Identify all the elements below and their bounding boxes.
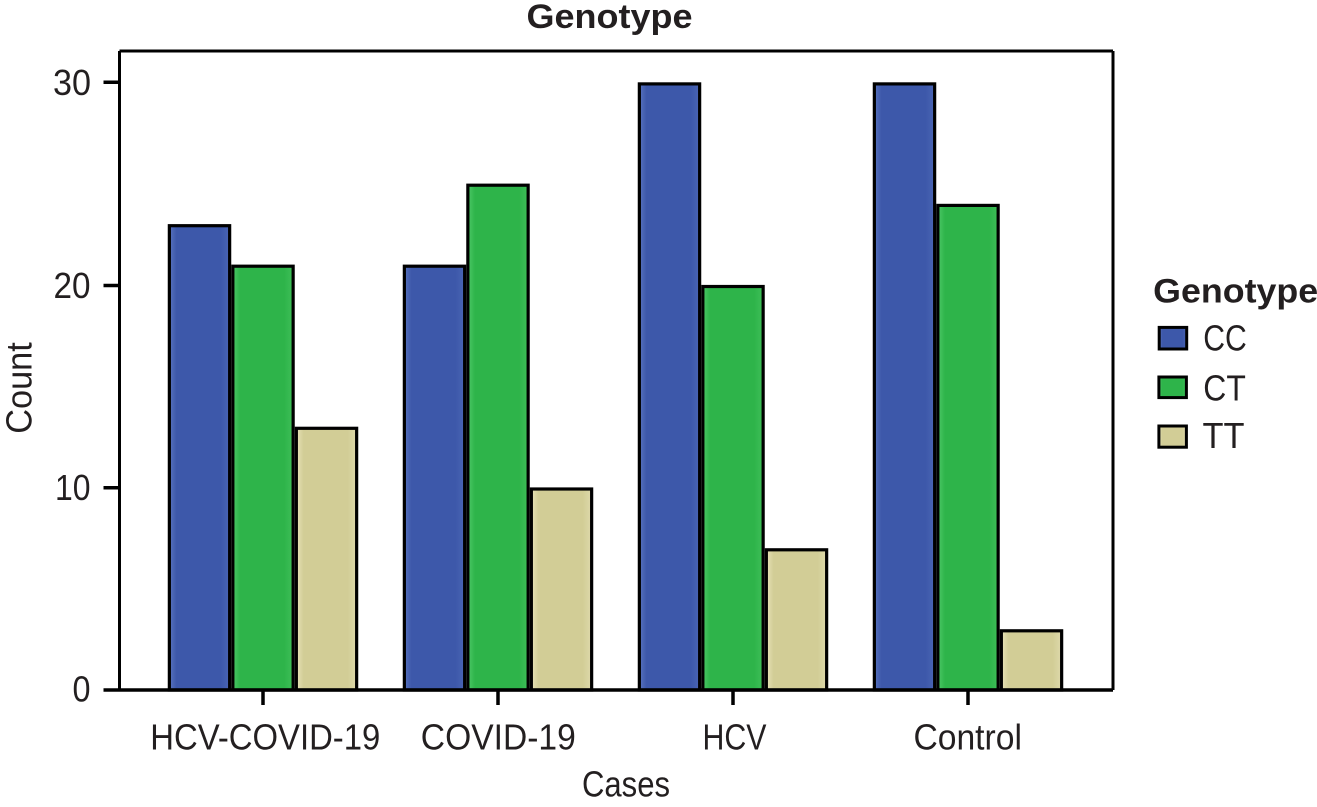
- svg-text:Cases: Cases: [582, 764, 670, 805]
- svg-text:CC: CC: [1203, 318, 1247, 359]
- svg-text:Genotype: Genotype: [527, 0, 693, 36]
- svg-text:HCV: HCV: [703, 717, 768, 758]
- svg-text:20: 20: [54, 265, 91, 306]
- svg-text:Control: Control: [913, 717, 1022, 758]
- svg-text:30: 30: [53, 62, 91, 103]
- svg-text:COVID-19: COVID-19: [421, 717, 576, 758]
- svg-text:0: 0: [73, 669, 91, 710]
- svg-text:HCV-COVID-19: HCV-COVID-19: [150, 717, 380, 758]
- svg-text:TT: TT: [1203, 415, 1245, 456]
- svg-text:Count: Count: [0, 342, 40, 434]
- svg-text:10: 10: [55, 467, 91, 508]
- svg-text:CT: CT: [1203, 367, 1246, 408]
- svg-text:Genotype: Genotype: [1153, 272, 1317, 310]
